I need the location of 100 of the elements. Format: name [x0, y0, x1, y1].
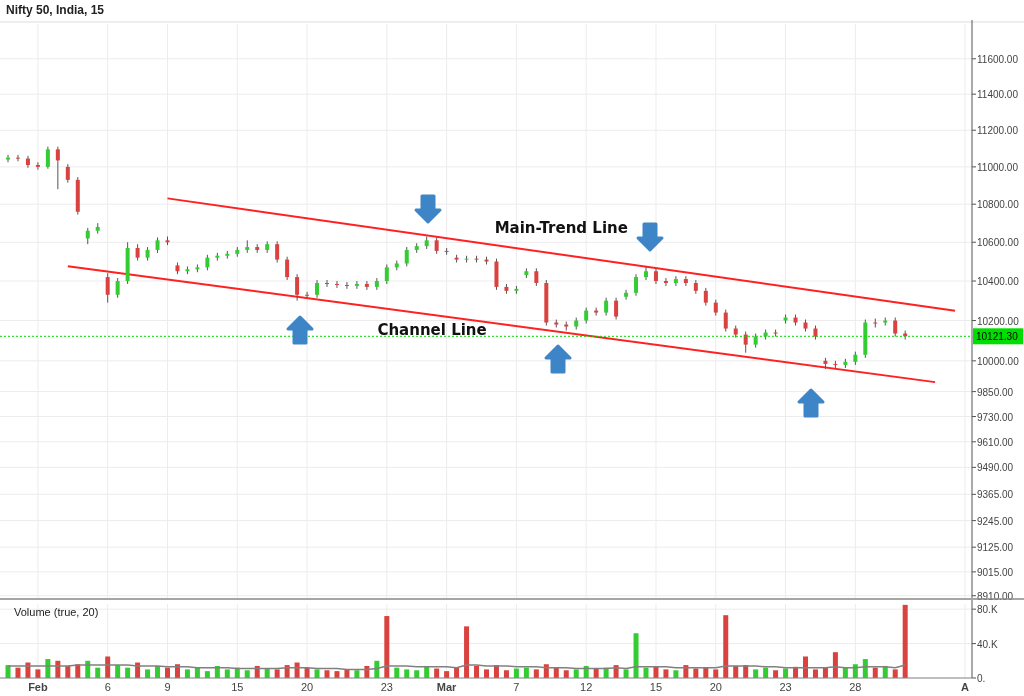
candlestick — [634, 273, 639, 297]
y-tick-label: 10200.00 — [977, 315, 1020, 327]
candlestick — [614, 297, 619, 321]
candlestick — [354, 280, 359, 290]
bar — [384, 616, 390, 678]
y-tick-label: 11400.00 — [977, 89, 1019, 101]
bar — [464, 626, 470, 678]
bar — [354, 670, 360, 678]
bar — [274, 669, 280, 678]
candlestick — [334, 280, 339, 289]
candlestick — [364, 280, 369, 291]
x-tick-label: 20 — [300, 681, 314, 693]
y-tick-label: 40.K — [977, 638, 998, 650]
candlestick — [275, 240, 280, 264]
bar — [414, 670, 420, 678]
bar — [753, 669, 759, 678]
y-tick-label: 9490.00 — [977, 462, 1014, 474]
bar — [812, 669, 818, 678]
x-tick-label: 12 — [580, 681, 593, 693]
bar — [902, 604, 908, 678]
x-tick-label: 6 — [104, 681, 111, 693]
series-label: Channel Line — [377, 320, 487, 339]
bar — [892, 669, 898, 678]
bar — [673, 670, 679, 678]
x-tick-label: 9 — [164, 681, 171, 693]
candlestick — [35, 161, 40, 171]
candlestick — [624, 289, 629, 301]
chart-title: Volume (true, 20) — [14, 606, 99, 618]
bar — [623, 669, 629, 678]
bar — [474, 665, 480, 678]
candlestick — [663, 277, 668, 287]
candlestick — [384, 263, 389, 285]
bar — [184, 669, 190, 678]
y-tick-label: 80.K — [977, 604, 998, 616]
bar — [773, 670, 779, 678]
x-tick-label: 23 — [380, 681, 393, 693]
y-tick-label: 9125.00 — [977, 542, 1014, 554]
bar — [563, 670, 569, 678]
y-tick-label: 9015.00 — [977, 566, 1014, 578]
candlestick — [673, 275, 678, 287]
y-tick-label: 8910.00 — [977, 590, 1014, 602]
candlestick — [285, 256, 290, 281]
bar — [573, 669, 579, 678]
candlestick — [115, 277, 120, 299]
candlestick — [344, 281, 349, 290]
bar — [314, 669, 320, 678]
chart-title: Nifty 50, India, 15 — [6, 3, 105, 17]
candlestick — [893, 317, 898, 338]
y-tick-label: 10000.00 — [977, 355, 1020, 367]
x-tick-label: Feb — [28, 681, 48, 693]
candlestick — [65, 163, 70, 184]
bar — [503, 670, 509, 678]
bar — [244, 670, 250, 678]
bar — [663, 669, 669, 678]
ref-line-label: 10121.30 — [976, 331, 1019, 343]
y-tick-label: 9850.00 — [977, 386, 1014, 398]
candlestick — [325, 279, 329, 288]
y-tick-label: 9245.00 — [977, 515, 1014, 527]
bar — [484, 669, 489, 678]
bar — [224, 669, 230, 678]
y-tick-label: 11600.00 — [977, 53, 1019, 65]
x-tick-label: 28 — [849, 681, 862, 693]
bar — [723, 615, 729, 678]
candlestick — [723, 309, 728, 333]
bar — [404, 669, 410, 678]
x-tick-label: Mar — [436, 681, 458, 693]
y-tick-label: 9610.00 — [977, 436, 1014, 448]
y-tick-label: 10800.00 — [977, 199, 1020, 211]
bar — [533, 669, 539, 678]
candlestick — [683, 275, 688, 287]
x-tick-label: A — [961, 681, 970, 693]
x-tick-label: 15 — [649, 681, 663, 693]
bar — [324, 670, 330, 678]
x-tick-label: 7 — [513, 681, 520, 693]
candlestick — [295, 273, 300, 302]
candlestick — [105, 272, 110, 304]
bar — [713, 669, 719, 678]
candlestick — [644, 265, 648, 281]
candlestick — [404, 246, 409, 267]
y-tick-label: 10400.00 — [977, 276, 1020, 288]
candlestick — [15, 154, 20, 162]
bar — [35, 669, 41, 678]
y-tick-label: 9730.00 — [977, 411, 1014, 423]
y-tick-label: 11200.00 — [977, 125, 1019, 137]
candlestick — [55, 146, 60, 190]
candlestick — [305, 291, 310, 299]
x-tick-label: 23 — [779, 681, 792, 693]
bar — [803, 656, 808, 678]
bar — [145, 669, 151, 678]
bar — [633, 633, 639, 678]
x-tick-label: 20 — [709, 681, 722, 693]
candlestick — [45, 146, 50, 170]
candlestick — [743, 331, 748, 354]
candlestick — [25, 155, 30, 169]
y-tick-label: 11000.00 — [977, 161, 1019, 173]
y-tick-label: 10600.00 — [977, 237, 1020, 249]
series-label: Main-Trend Line — [494, 218, 628, 237]
y-tick-label: 0. — [977, 673, 986, 684]
x-tick-label: 15 — [231, 681, 244, 693]
y-tick-label: 9365.00 — [977, 489, 1014, 501]
